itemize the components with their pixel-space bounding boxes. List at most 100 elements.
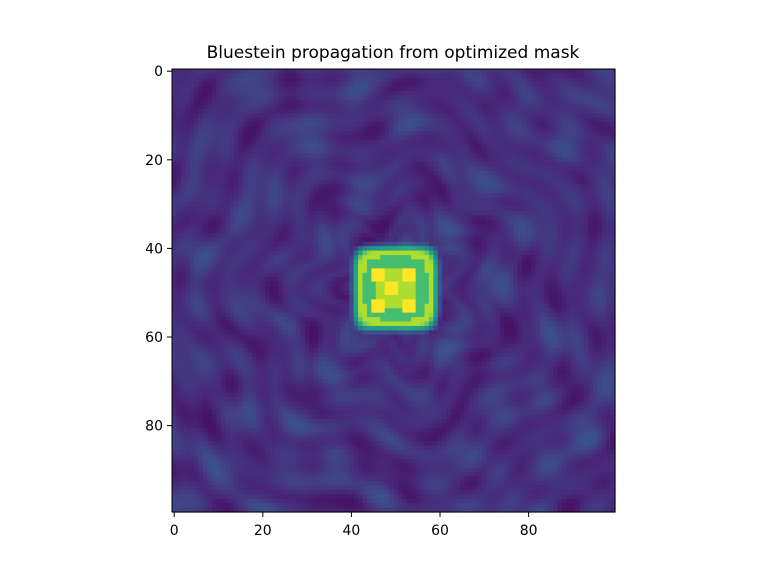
heatmap-cell xyxy=(490,197,496,203)
heatmap-cell xyxy=(526,131,532,137)
heatmap-cell xyxy=(437,193,443,199)
heatmap-cell xyxy=(420,113,426,119)
heatmap-cell xyxy=(561,100,567,106)
heatmap-cell xyxy=(521,241,527,247)
heatmap-cell xyxy=(610,206,616,212)
heatmap-cell xyxy=(260,131,266,137)
heatmap-cell xyxy=(451,100,457,106)
heatmap-cell xyxy=(389,224,395,230)
heatmap-cell xyxy=(561,113,567,119)
heatmap-cell xyxy=(185,157,191,163)
heatmap-cell xyxy=(566,246,572,252)
heatmap-cell xyxy=(203,197,209,203)
heatmap-cell xyxy=(539,179,545,185)
heatmap-cell xyxy=(238,73,244,79)
heatmap-cell xyxy=(495,77,501,83)
heatmap-cell xyxy=(393,91,399,97)
heatmap-cell xyxy=(495,197,501,203)
heatmap-cell xyxy=(530,108,536,114)
heatmap-cell xyxy=(539,126,545,132)
heatmap-cell xyxy=(247,131,253,137)
heatmap-cell xyxy=(362,206,368,212)
heatmap-cell xyxy=(247,170,253,176)
heatmap-cell xyxy=(278,272,284,278)
heatmap-cell xyxy=(397,206,403,212)
heatmap-cell xyxy=(256,131,262,137)
heatmap-cell xyxy=(592,259,598,265)
heatmap-cell xyxy=(211,86,217,92)
heatmap-cell xyxy=(468,86,474,92)
heatmap-cell xyxy=(504,250,510,256)
heatmap-cell xyxy=(291,224,297,230)
heatmap-cell xyxy=(375,157,381,163)
heatmap-cell xyxy=(610,82,616,88)
heatmap-cell xyxy=(194,122,200,128)
heatmap-cell xyxy=(459,170,465,176)
heatmap-cell xyxy=(304,219,310,225)
heatmap-cell xyxy=(437,73,443,79)
heatmap-cell xyxy=(203,148,209,154)
heatmap-cell xyxy=(309,91,315,97)
heatmap-cell xyxy=(238,170,244,176)
heatmap-cell xyxy=(172,108,178,114)
heatmap-cell xyxy=(508,277,514,283)
heatmap-cell xyxy=(220,144,226,150)
heatmap-cell xyxy=(309,255,315,261)
heatmap-cell xyxy=(216,108,222,114)
heatmap-cell xyxy=(588,210,594,216)
heatmap-cell xyxy=(455,197,461,203)
heatmap-cell xyxy=(371,228,377,234)
heatmap-cell xyxy=(570,135,576,141)
heatmap-cell xyxy=(539,206,545,212)
heatmap-cell xyxy=(269,193,275,199)
heatmap-cell xyxy=(282,162,288,168)
heatmap-cell xyxy=(526,82,532,88)
heatmap-cell xyxy=(433,113,439,119)
heatmap-cell xyxy=(428,263,434,269)
heatmap-cell xyxy=(251,210,257,216)
heatmap-cell xyxy=(597,100,603,106)
heatmap-cell xyxy=(260,157,266,163)
heatmap-cell xyxy=(486,100,492,106)
heatmap-cell xyxy=(477,232,483,238)
heatmap-cell xyxy=(344,157,350,163)
heatmap-cell xyxy=(282,272,288,278)
heatmap-cell xyxy=(366,73,372,79)
heatmap-cell xyxy=(513,175,519,181)
heatmap-cell xyxy=(216,197,222,203)
heatmap-cell xyxy=(203,224,209,230)
heatmap-cell xyxy=(220,179,226,185)
heatmap-cell xyxy=(211,219,217,225)
heatmap-cell xyxy=(402,277,408,283)
heatmap-cell xyxy=(557,117,563,123)
heatmap-cell xyxy=(251,228,257,234)
heatmap-cell xyxy=(420,153,426,159)
heatmap-cell xyxy=(194,73,200,79)
heatmap-cell xyxy=(344,263,350,269)
heatmap-cell xyxy=(437,206,443,212)
heatmap-cell xyxy=(260,259,266,265)
heatmap-cell xyxy=(229,117,235,123)
heatmap-cell xyxy=(606,95,612,101)
heatmap-cell xyxy=(588,259,594,265)
heatmap-cell xyxy=(508,117,514,123)
heatmap-cell xyxy=(570,104,576,110)
heatmap-cell xyxy=(393,281,399,287)
heatmap-cell xyxy=(389,188,395,194)
heatmap-cell xyxy=(384,139,390,145)
heatmap-cell xyxy=(508,281,514,287)
heatmap-cell xyxy=(473,139,479,145)
heatmap-cell xyxy=(473,259,479,265)
heatmap-cell xyxy=(464,91,470,97)
heatmap-cell xyxy=(513,104,519,110)
heatmap-cell xyxy=(313,157,319,163)
heatmap-cell xyxy=(446,86,452,92)
heatmap-cell xyxy=(172,95,178,101)
heatmap-cell xyxy=(570,272,576,278)
heatmap-cell xyxy=(318,144,324,150)
heatmap-cell xyxy=(459,73,465,79)
heatmap-cell xyxy=(340,73,346,79)
heatmap-cell xyxy=(477,215,483,221)
heatmap-cell xyxy=(486,166,492,172)
heatmap-cell xyxy=(397,100,403,106)
